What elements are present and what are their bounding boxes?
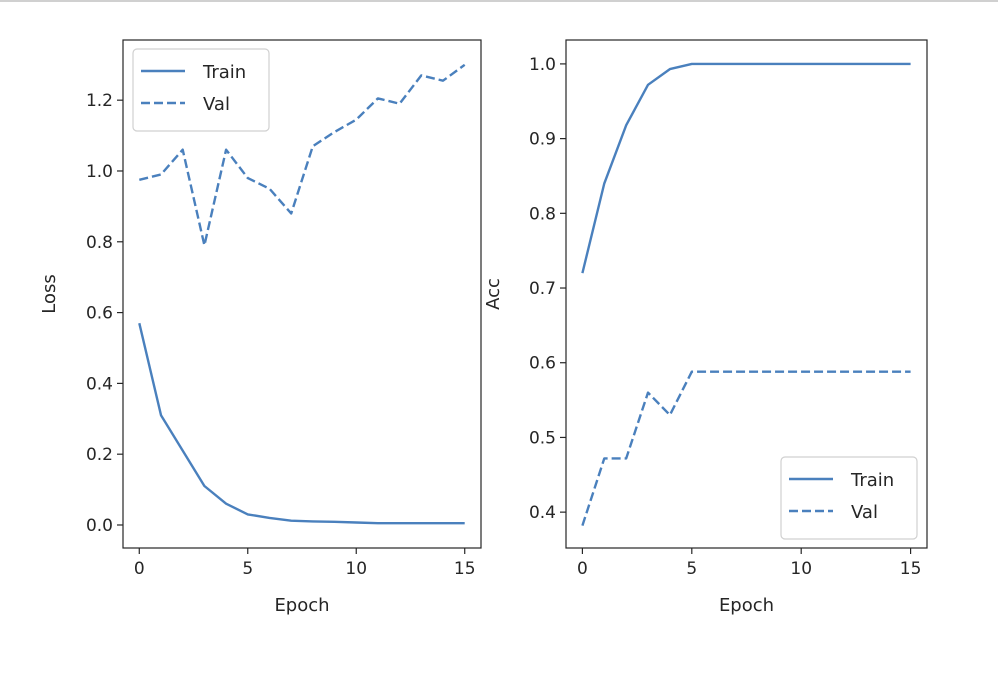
- loss-xtick-label: 15: [454, 559, 476, 579]
- loss-xtick-label: 10: [345, 559, 367, 579]
- acc-x-axis-title: Epoch: [719, 595, 774, 616]
- acc-xtick-label: 10: [790, 559, 812, 579]
- loss-ytick-label: 1.0: [86, 162, 113, 182]
- loss-plot-frame: [122, 39, 482, 549]
- acc-ytick-label: 0.5: [529, 428, 556, 448]
- acc-xtick-label: 0: [577, 559, 588, 579]
- acc-legend-box: [780, 456, 918, 540]
- acc-ytick-label: 0.6: [529, 354, 556, 374]
- acc-ytick-label: 0.9: [529, 130, 556, 150]
- acc-xtick-label: 5: [686, 559, 697, 579]
- loss-ytick-label: 1.2: [86, 91, 113, 111]
- acc-ytick-label: 0.7: [529, 279, 556, 299]
- loss-legend-box: [132, 48, 270, 132]
- top-rule: [0, 0, 998, 2]
- loss-chart: 0 5 10 15 0.0 0.2 0.4 0.6 0.8 1.0 1.2 Epoch Loss Trai…: [39, 39, 482, 616]
- acc-ytick-label: 0.8: [529, 204, 556, 224]
- loss-y-axis-title: Loss: [39, 274, 60, 313]
- acc-legend-val-label: Val: [851, 502, 878, 523]
- loss-xtick-label: 5: [242, 559, 253, 579]
- acc-val-line: [581, 370, 911, 526]
- loss-ytick-label: 0.4: [86, 374, 113, 394]
- loss-val-line: [139, 63, 466, 247]
- acc-plot-frame: [565, 39, 928, 549]
- loss-legend-train-label: Train: [202, 62, 246, 83]
- loss-legend: Train Val: [132, 48, 270, 132]
- loss-ytick-label: 0.8: [86, 233, 113, 253]
- loss-legend-val-label: Val: [203, 94, 230, 115]
- acc-y-axis-title: Acc: [483, 278, 504, 310]
- acc-train-line: [581, 62, 911, 274]
- acc-xtick-label: 15: [900, 559, 922, 579]
- acc-chart: 0 5 10 15 0.4 0.5 0.6 0.7 0.8 0.9 1.0 Epoch Acc Train…: [483, 39, 928, 616]
- acc-ytick-label: 0.4: [529, 503, 556, 523]
- loss-ytick-label: 0.0: [86, 516, 113, 536]
- loss-ytick-label: 0.6: [86, 304, 113, 324]
- loss-x-axis-title: Epoch: [274, 595, 329, 616]
- loss-xtick-label: 0: [134, 559, 145, 579]
- loss-ytick-label: 0.2: [86, 445, 113, 465]
- loss-train-line: [138, 322, 465, 525]
- acc-legend: Train Val: [780, 456, 918, 540]
- acc-legend-train-label: Train: [850, 470, 894, 491]
- acc-ytick-label: 1.0: [529, 55, 556, 75]
